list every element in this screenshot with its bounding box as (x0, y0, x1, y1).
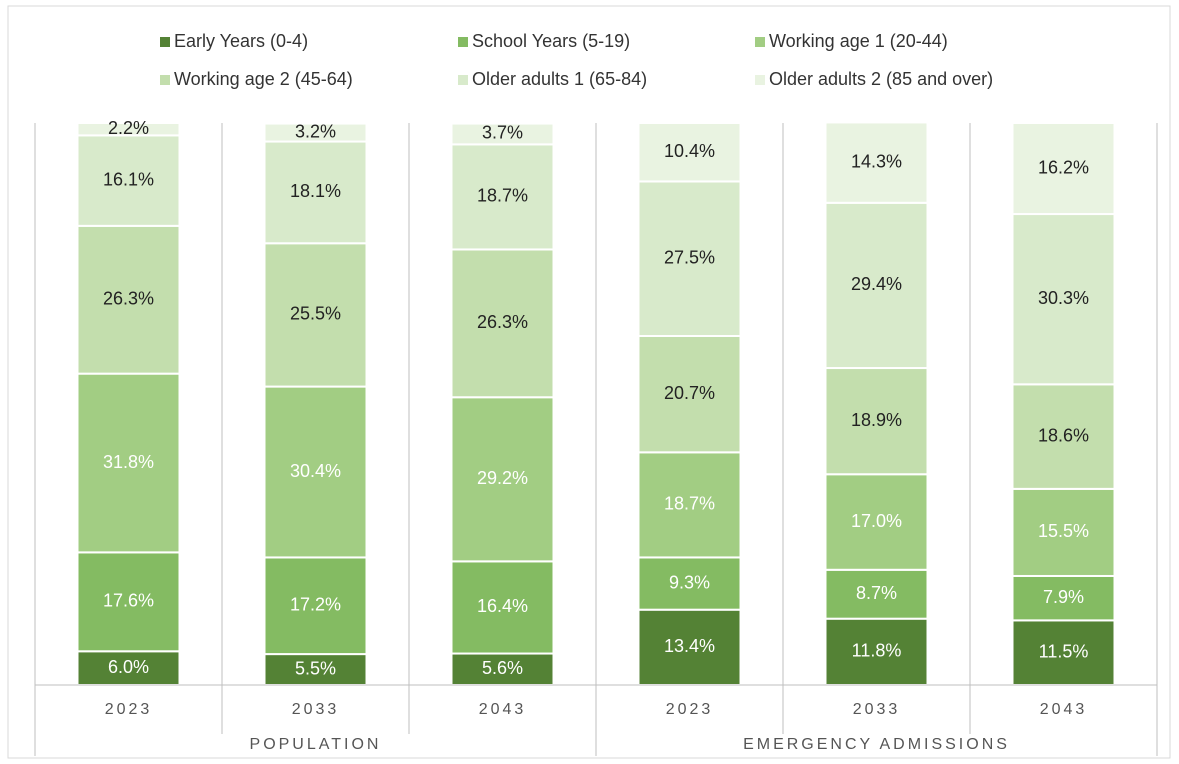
legend-label: Older adults 1 (65-84) (472, 69, 647, 89)
bar-segment (450, 248, 555, 399)
data-label: 25.5% (290, 304, 341, 324)
x-tick-label: 2043 (1040, 701, 1088, 718)
data-label: 9.3% (669, 572, 710, 592)
bar-segment (1011, 619, 1116, 686)
bar-segment (263, 385, 368, 559)
data-label: 18.1% (290, 181, 341, 201)
x-tick-label: 2023 (105, 701, 153, 718)
data-label: 16.4% (477, 596, 528, 616)
data-label: 8.7% (856, 583, 897, 603)
bar-segment (637, 334, 742, 454)
data-label: 31.8% (103, 452, 154, 472)
data-label: 18.7% (664, 494, 715, 514)
bar-segment (824, 121, 929, 204)
data-label: 16.1% (103, 169, 154, 189)
bar-segment (824, 473, 929, 571)
x-tick-label: 2033 (292, 701, 340, 718)
data-label: 17.0% (851, 511, 902, 531)
data-label: 11.5% (1039, 641, 1089, 661)
data-label: 3.2% (295, 121, 336, 141)
legend-label: Working age 1 (20-44) (769, 31, 948, 51)
data-label: 30.3% (1038, 288, 1089, 308)
data-label: 29.2% (477, 468, 528, 488)
data-label: 20.7% (664, 383, 715, 403)
group-label: EMERGENCY ADMISSIONS (743, 736, 1010, 753)
bar-segment (824, 367, 929, 476)
data-label: 17.2% (290, 595, 341, 615)
legend-swatch (458, 75, 468, 85)
data-label: 18.9% (851, 410, 902, 430)
bar-segment (450, 143, 555, 251)
bar-segment (637, 451, 742, 559)
bar-segment (76, 122, 181, 137)
bar-segment (1011, 122, 1116, 216)
bar-segment (637, 608, 742, 687)
bar-segment (76, 224, 181, 375)
bar-segment (1011, 574, 1116, 622)
data-label: 17.6% (103, 591, 154, 611)
bar-segment (263, 556, 368, 656)
legend-label: Working age 2 (45-64) (174, 69, 353, 89)
bar-segment (637, 122, 742, 183)
bar-segment (637, 180, 742, 337)
data-label: 30.4% (290, 461, 341, 481)
bar-segment (637, 556, 742, 611)
data-label: 26.3% (477, 312, 528, 332)
data-label: 7.9% (1043, 587, 1084, 607)
data-label: 13.4% (664, 636, 715, 656)
data-label: 29.4% (851, 274, 902, 294)
bar-segment (263, 122, 368, 143)
bar-segment (450, 122, 555, 146)
data-label: 2.2% (108, 118, 149, 138)
bar-segment (824, 617, 929, 687)
legend-label: Early Years (0-4) (174, 31, 308, 51)
legend-swatch (755, 75, 765, 85)
x-tick-label: 2043 (479, 701, 527, 718)
data-label: 18.7% (477, 186, 528, 206)
data-label: 26.3% (103, 288, 154, 308)
bar-segment (824, 201, 929, 370)
chart-border (7, 5, 1171, 759)
bar-segment (76, 134, 181, 227)
legend-label: School Years (5-19) (472, 31, 630, 51)
bar-segment (1011, 383, 1116, 490)
legend-label: Older adults 2 (85 and over) (769, 69, 993, 89)
data-label: 14.3% (851, 151, 902, 171)
data-label: 11.8% (852, 641, 902, 661)
x-tick-label: 2033 (853, 701, 901, 718)
x-tick-label: 2023 (666, 701, 714, 718)
data-label: 10.4% (664, 141, 715, 161)
data-label: 27.5% (664, 247, 715, 267)
data-label: 5.6% (482, 658, 523, 678)
data-label: 15.5% (1038, 521, 1089, 541)
data-label: 3.7% (482, 123, 523, 143)
legend-swatch (160, 37, 170, 47)
bar-segment (76, 551, 181, 653)
legend-swatch (458, 37, 468, 47)
data-label: 6.0% (108, 657, 149, 677)
bar-segment (263, 242, 368, 388)
legend-swatch (160, 75, 170, 85)
bar-segment (450, 396, 555, 563)
data-label: 16.2% (1038, 157, 1089, 177)
data-label: 5.5% (295, 658, 336, 678)
data-label: 18.6% (1038, 425, 1089, 445)
group-label: POPULATION (250, 736, 382, 753)
legend-swatch (755, 37, 765, 47)
